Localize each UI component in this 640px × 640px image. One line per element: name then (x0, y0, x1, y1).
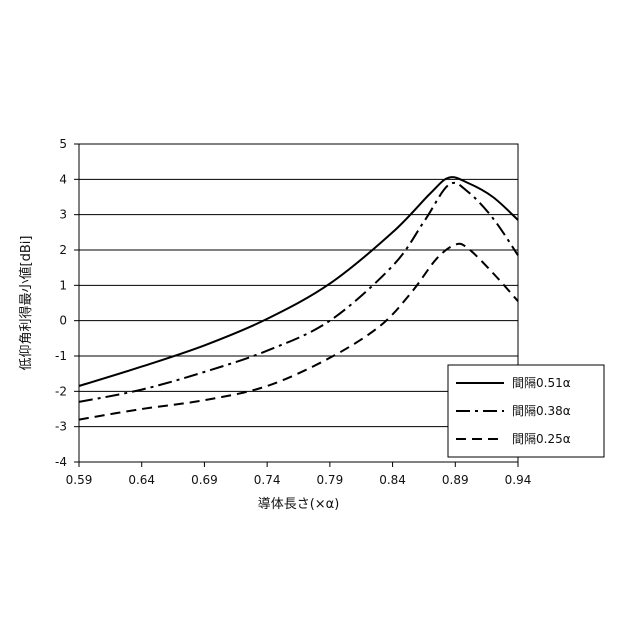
y-tick-label: 3 (59, 208, 67, 222)
legend: 間隔0.51α 間隔0.38α 間隔0.25α (448, 365, 604, 457)
y-axis-title: 低仰角利得最小値[dBi] (18, 236, 34, 371)
y-tick-label: 1 (59, 278, 67, 292)
x-tick-label: 0.94 (505, 473, 532, 487)
x-tick-label: 0.84 (379, 473, 406, 487)
y-tick-label: 2 (59, 243, 67, 257)
x-tick-label: 0.74 (254, 473, 281, 487)
legend-label-1: 間隔0.51α (512, 376, 571, 390)
x-tick-label: 0.69 (191, 473, 218, 487)
series-line-1 (79, 177, 518, 386)
x-tick-label: 0.59 (66, 473, 93, 487)
y-tick-label: -2 (55, 384, 67, 398)
y-tick-label: 4 (59, 172, 67, 186)
x-tick-label: 0.64 (128, 473, 155, 487)
x-tick-labels: 0.59 0.64 0.69 0.74 0.79 0.84 0.89 0.94 (66, 462, 532, 487)
y-tick-label: -1 (55, 349, 67, 363)
y-tick-label: 0 (59, 314, 67, 328)
y-tick-label: 5 (59, 137, 67, 151)
y-tick-label: -4 (55, 455, 67, 469)
y-tick-label: -3 (55, 420, 67, 434)
x-tick-label: 0.89 (442, 473, 469, 487)
y-tick-labels: 5 4 3 2 1 0 -1 -2 -3 -4 (55, 137, 79, 469)
x-axis-title: 導体長さ(×α) (258, 497, 340, 512)
legend-label-2: 間隔0.38α (512, 404, 571, 418)
x-tick-label: 0.79 (316, 473, 343, 487)
legend-label-3: 間隔0.25α (512, 432, 571, 446)
